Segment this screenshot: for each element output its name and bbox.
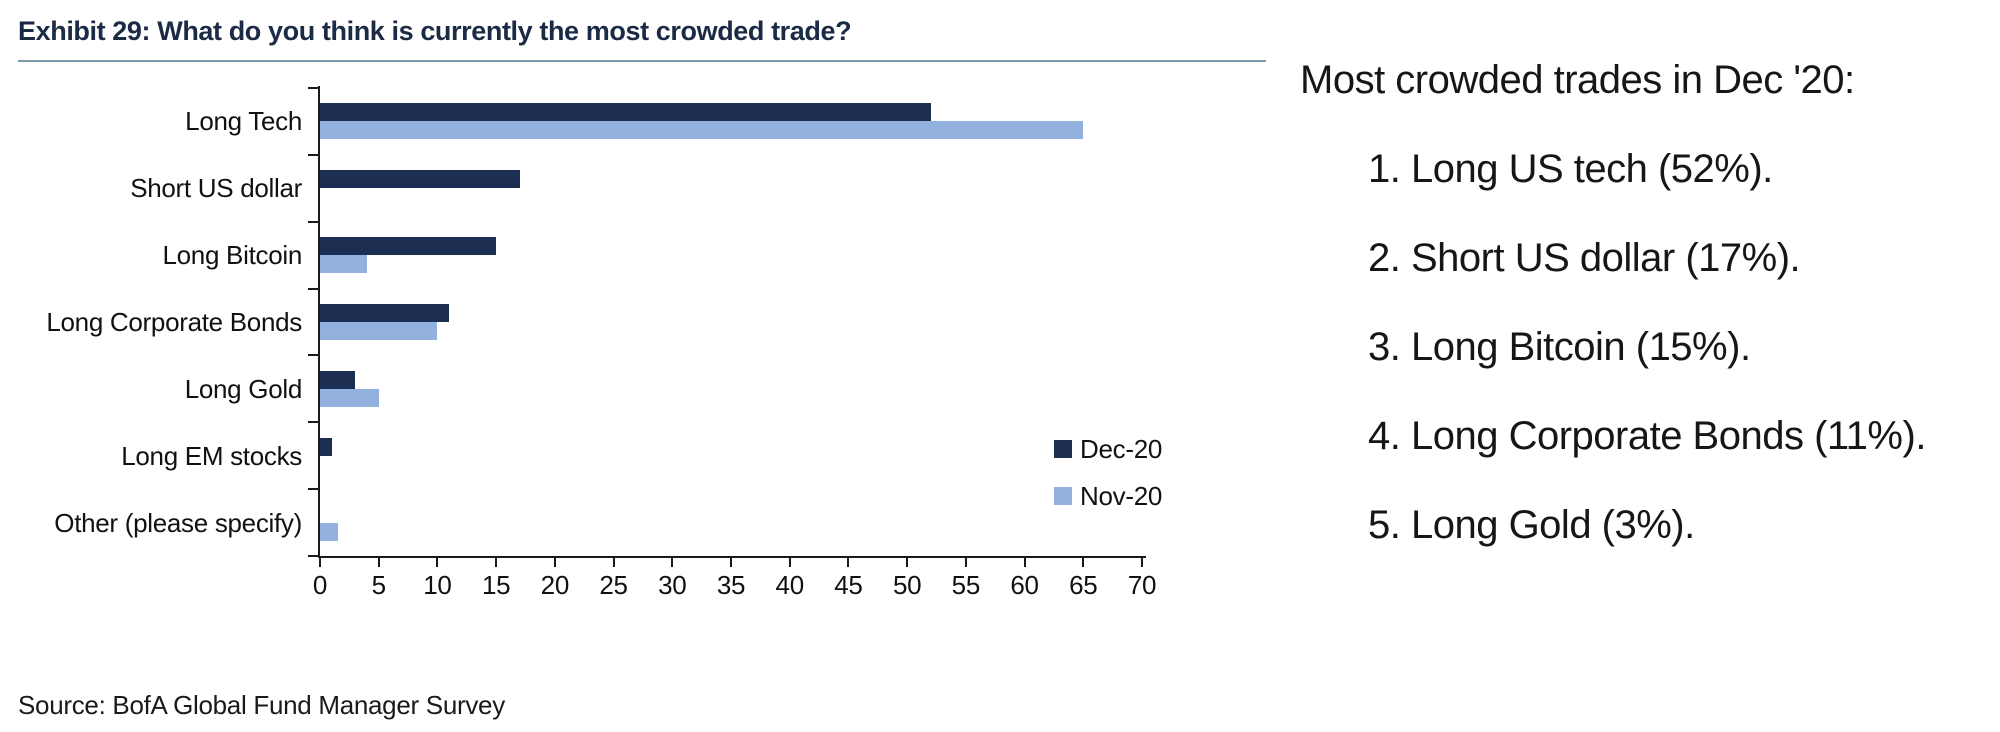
bar-nov-20 [320,121,1083,140]
x-axis-line [318,556,1146,558]
x-tick-label: 25 [599,570,628,600]
x-tick [436,558,439,567]
x-tick [612,558,615,567]
category-label: Long Tech [185,106,302,137]
x-tick-label: 30 [658,570,687,600]
legend-entry-dec20: Dec-20 [1054,434,1162,464]
category-label: Long EM stocks [121,440,302,471]
x-tick [319,558,321,567]
x-tick-label: 35 [716,570,746,600]
annotation-item-4: 4. Long Corporate Bonds (11%). [1368,414,1926,458]
y-tick [308,87,318,89]
y-tick [308,555,318,557]
x-tick [553,558,556,567]
y-tick [308,153,318,156]
x-tick-label: 15 [481,570,511,600]
source-text: Source: BofA Global Fund Manager Survey [18,690,505,720]
annotation-item-2: 2. Short US dollar (17%). [1368,236,1801,280]
legend-swatch-nov20 [1054,487,1072,505]
x-tick [671,558,674,567]
x-tick-label: 0 [312,570,328,600]
x-tick [847,558,850,567]
y-tick [308,488,318,491]
bar-dec-20 [320,237,496,256]
bar-dec-20 [320,103,931,122]
y-tick [308,421,318,424]
x-tick [1023,558,1026,567]
x-tick-label: 10 [423,570,452,600]
legend-label-dec20: Dec-20 [1080,433,1163,464]
category-label: Other (please specify) [54,507,302,538]
x-tick [377,558,380,567]
bar-nov-20 [320,522,338,541]
annotation-item-1: 1. Long US tech (52%). [1368,147,1773,191]
bar-nov-20 [320,388,379,407]
x-tick-label: 45 [834,570,863,600]
bar-nov-20 [320,322,437,340]
legend-swatch-dec20 [1054,440,1072,458]
bar-dec-20 [320,170,520,189]
x-tick [1141,558,1143,567]
x-tick-label: 55 [951,570,981,600]
x-tick-label: 70 [1127,570,1157,600]
y-tick [308,354,318,357]
x-tick [1082,558,1085,567]
annotation-panel: Most crowded trades in Dec '20: 1. Long … [1300,58,2000,548]
chart-legend: Dec-20 Nov-20 [1054,434,1162,534]
bar-nov-20 [320,255,367,274]
y-tick [308,287,318,290]
y-tick [308,220,318,223]
category-label: Long Bitcoin [162,240,302,271]
annotation-item-3: 3. Long Bitcoin (15%). [1368,325,1751,369]
x-tick [495,558,498,567]
x-tick-label: 50 [892,570,922,600]
legend-entry-nov20: Nov-20 [1054,481,1162,511]
bar-dec-20 [320,304,449,322]
x-tick [730,558,732,567]
x-tick [964,558,967,567]
annotation-item-5: 5. Long Gold (3%). [1368,503,1695,547]
x-tick-label: 60 [1010,570,1039,600]
category-label: Short US dollar [130,173,302,204]
category-label: Long Corporate Bonds [46,307,302,337]
legend-label-nov20: Nov-20 [1080,480,1163,511]
x-tick-label: 40 [775,570,805,600]
x-tick-label: 5 [371,570,386,600]
bar-dec-20 [320,437,332,456]
x-tick-label: 65 [1069,570,1098,600]
header-rule [18,60,1266,62]
x-tick [788,558,791,567]
x-tick [906,558,909,567]
y-axis-line [318,86,320,558]
bar-dec-20 [320,370,355,389]
exhibit-title: Exhibit 29: What do you think is current… [18,16,852,46]
annotation-heading: Most crowded trades in Dec '20: [1300,58,1855,102]
category-label: Long Gold [184,373,303,404]
x-tick-label: 20 [540,570,570,600]
